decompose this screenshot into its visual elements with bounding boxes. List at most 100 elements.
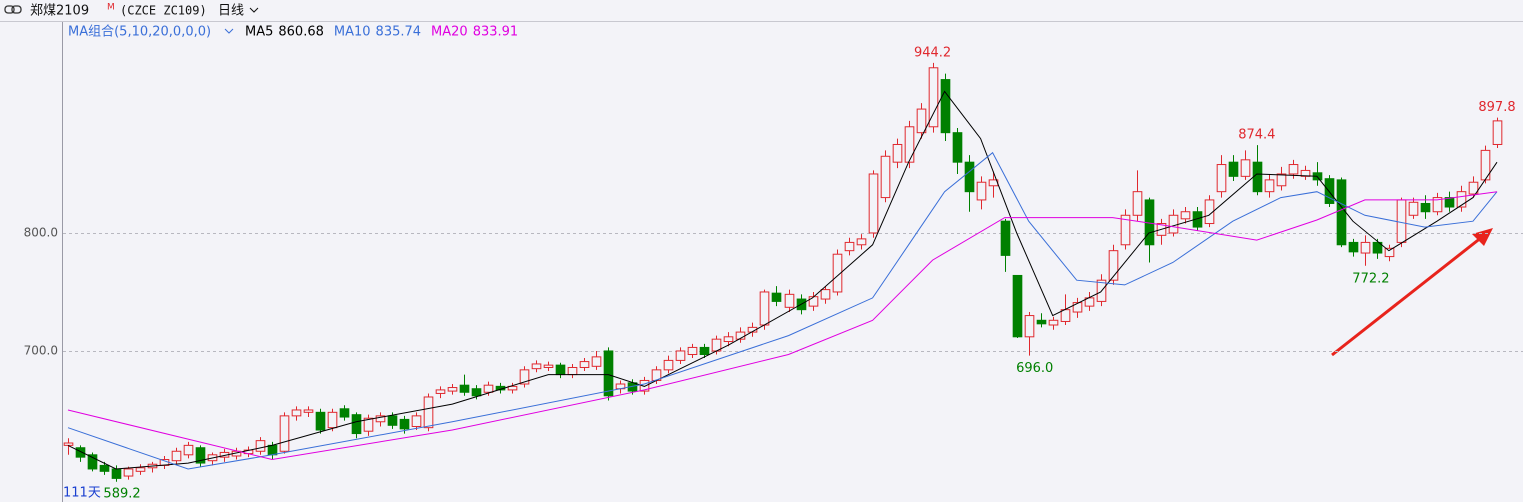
candle-body (291, 409, 302, 417)
ma-chevron (224, 28, 234, 34)
candle-body (111, 468, 122, 479)
ma-line (67, 151, 1498, 470)
legend-name: MA10 (334, 25, 371, 40)
candle-body (1252, 161, 1263, 193)
candle-body (315, 411, 326, 431)
candle-body (459, 384, 470, 393)
candle-body (579, 361, 590, 368)
candle-body (375, 415, 386, 423)
candle-body (1036, 319, 1047, 325)
candle-body (135, 467, 146, 472)
candle-body (1228, 161, 1239, 177)
candle-body (279, 415, 290, 452)
candle-body (555, 364, 566, 376)
candle-body (1120, 214, 1131, 246)
candle-body (1276, 173, 1287, 187)
candle-body (1168, 214, 1179, 234)
candle-body (868, 173, 879, 234)
candle-body (519, 369, 530, 385)
period-chevron (249, 7, 259, 13)
candle-body (1348, 241, 1359, 253)
candle-body (928, 67, 939, 128)
candle-body (1072, 302, 1083, 313)
candle-body (723, 336, 734, 343)
low-label: 772.2 (1352, 271, 1389, 286)
ma-group: MA组合(5,10,20,0,0,0) (68, 25, 211, 40)
candle-body (771, 292, 782, 302)
candle-body (99, 464, 110, 472)
candle-body (892, 143, 903, 163)
legend-value: 835.74 (376, 25, 422, 40)
candle-body (856, 238, 867, 246)
ma-line (67, 191, 1498, 461)
candle-body (1336, 179, 1347, 246)
candle-body (663, 359, 674, 371)
candle-body (87, 454, 98, 470)
candle-body (904, 126, 915, 163)
candle-body (1288, 164, 1299, 175)
y-tick-label: 800.0 (24, 225, 58, 239)
candle-body (1372, 241, 1383, 254)
candle-body (171, 450, 182, 462)
candle-body (471, 388, 482, 397)
candle-body (339, 408, 350, 418)
candle-body (591, 356, 602, 367)
low-label: 696.0 (1016, 361, 1053, 376)
low-label: 589.2 (103, 487, 140, 502)
candle-body (1012, 274, 1023, 338)
candle-body (1468, 181, 1479, 195)
legend-value: 860.68 (278, 25, 324, 40)
legend-name: MA5 (245, 25, 273, 40)
candle-body (1420, 202, 1431, 213)
candle-body (183, 444, 194, 456)
candle-body (1180, 211, 1191, 220)
candle-body (1240, 159, 1251, 177)
annotation-arrow (1331, 228, 1493, 357)
candle-body (639, 379, 650, 392)
candle-body (1432, 197, 1443, 213)
candle-body (784, 293, 795, 308)
candle-body (952, 132, 963, 163)
candle-body (1108, 250, 1119, 281)
candle-body (267, 444, 278, 456)
candle-body (699, 346, 710, 356)
candle-body (1324, 178, 1335, 204)
candle-body (964, 161, 975, 193)
candle-body (1360, 241, 1371, 254)
candle-body (387, 415, 398, 426)
candle-body (543, 364, 554, 368)
candle-body (940, 79, 951, 134)
candle-body (507, 385, 518, 391)
candle-body (123, 468, 134, 477)
candle-body (832, 253, 843, 293)
candle-body (483, 384, 494, 393)
candle-body (351, 414, 362, 435)
candle-body (808, 296, 819, 307)
candle-body (1456, 191, 1467, 208)
candle-body (435, 389, 446, 394)
candle-body (1384, 247, 1395, 258)
link-icon (4, 5, 22, 14)
candle-body (675, 350, 686, 361)
candle-body (411, 415, 422, 427)
candle-body (531, 363, 542, 370)
candle-body (687, 346, 698, 356)
ma-line (67, 90, 1498, 470)
candle-body (63, 442, 74, 446)
candle-body (820, 289, 831, 300)
candle-body (603, 350, 614, 397)
symbol-code: (CZCE ZC109) (120, 4, 207, 18)
candle-body (1024, 315, 1035, 338)
period: 日线 (218, 4, 244, 19)
symbol: 郑煤2109 (30, 4, 89, 19)
candle-body (399, 418, 410, 430)
candle-body (1408, 201, 1419, 216)
candle-body (759, 291, 770, 326)
candle-body (363, 417, 374, 432)
period-count: 111天 (63, 486, 101, 501)
candle-body (423, 396, 434, 429)
candle-body (1492, 120, 1503, 145)
